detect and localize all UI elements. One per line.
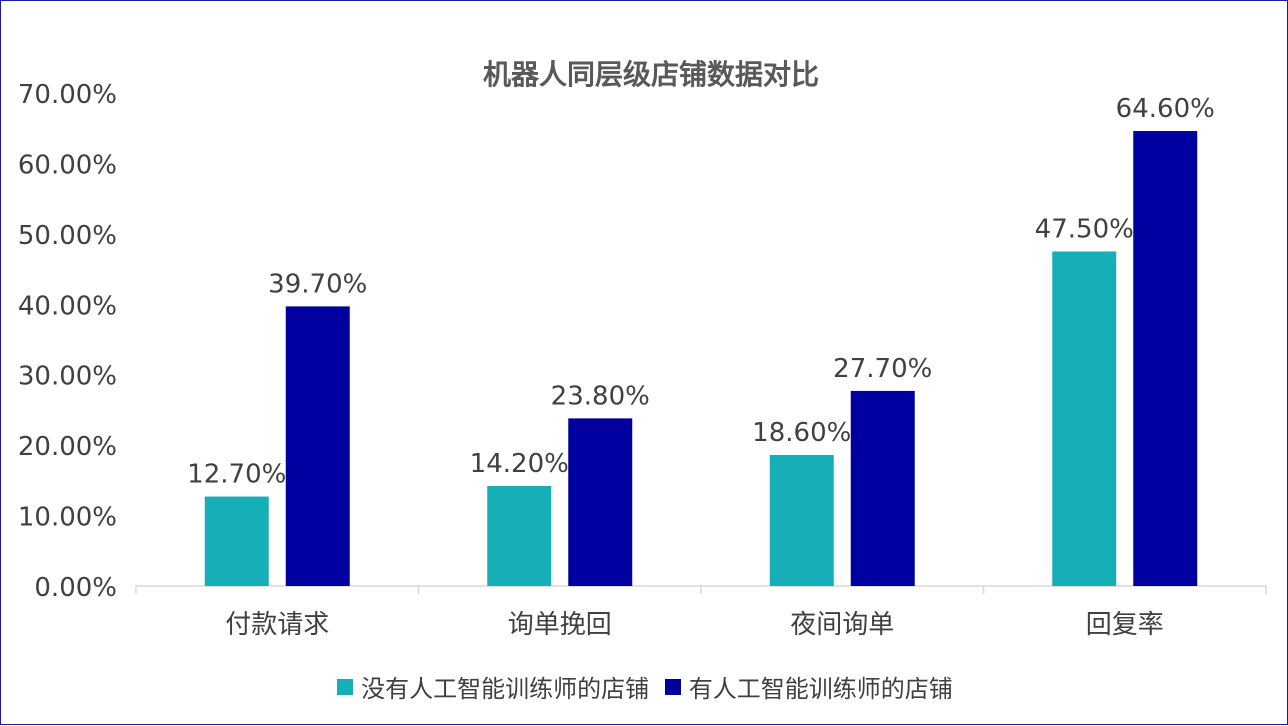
data-label: 12.70% <box>187 460 286 490</box>
legend-item-without-trainer: 没有人工智能训练师的店铺 <box>337 669 649 704</box>
data-label: 64.60% <box>1116 94 1215 124</box>
bar <box>204 496 269 586</box>
data-label: 39.70% <box>268 269 367 299</box>
bar <box>1133 131 1198 586</box>
data-label: 27.70% <box>833 354 932 384</box>
x-category-label: 回复率 <box>1086 610 1164 640</box>
y-tick-label: 50.00% <box>18 221 117 251</box>
y-tick-label: 40.00% <box>18 291 117 321</box>
data-label: 18.60% <box>752 418 851 448</box>
y-tick-label: 0.00% <box>34 573 117 603</box>
y-tick-label: 30.00% <box>18 362 117 392</box>
data-label: 14.20% <box>470 449 569 479</box>
legend-swatch-without-trainer <box>337 678 354 695</box>
x-category-label: 询单挽回 <box>508 610 612 640</box>
legend-label-with-trainer: 有人工智能训练师的店铺 <box>688 675 953 703</box>
y-tick-label: 60.00% <box>18 150 117 180</box>
legend-label-without-trainer: 没有人工智能训练师的店铺 <box>361 675 650 703</box>
y-tick-label: 10.00% <box>18 503 117 533</box>
data-label: 23.80% <box>551 381 650 411</box>
legend: 没有人工智能训练师的店铺 有人工智能训练师的店铺 <box>1 669 1288 704</box>
bar <box>487 485 552 586</box>
legend-item-with-trainer: 有人工智能训练师的店铺 <box>664 669 953 704</box>
bar <box>568 418 633 586</box>
y-tick-label: 70.00% <box>18 80 117 110</box>
bar <box>850 390 915 586</box>
y-tick-label: 20.00% <box>18 432 117 462</box>
bar <box>285 306 350 586</box>
legend-swatch-with-trainer <box>664 678 681 695</box>
chart-title: 机器人同层级店铺数据对比 <box>482 58 819 91</box>
x-category-label: 夜间询单 <box>790 610 894 640</box>
data-label: 47.50% <box>1035 214 1134 244</box>
bar <box>1052 251 1117 586</box>
bar <box>769 455 834 586</box>
x-category-label: 付款请求 <box>225 610 329 640</box>
